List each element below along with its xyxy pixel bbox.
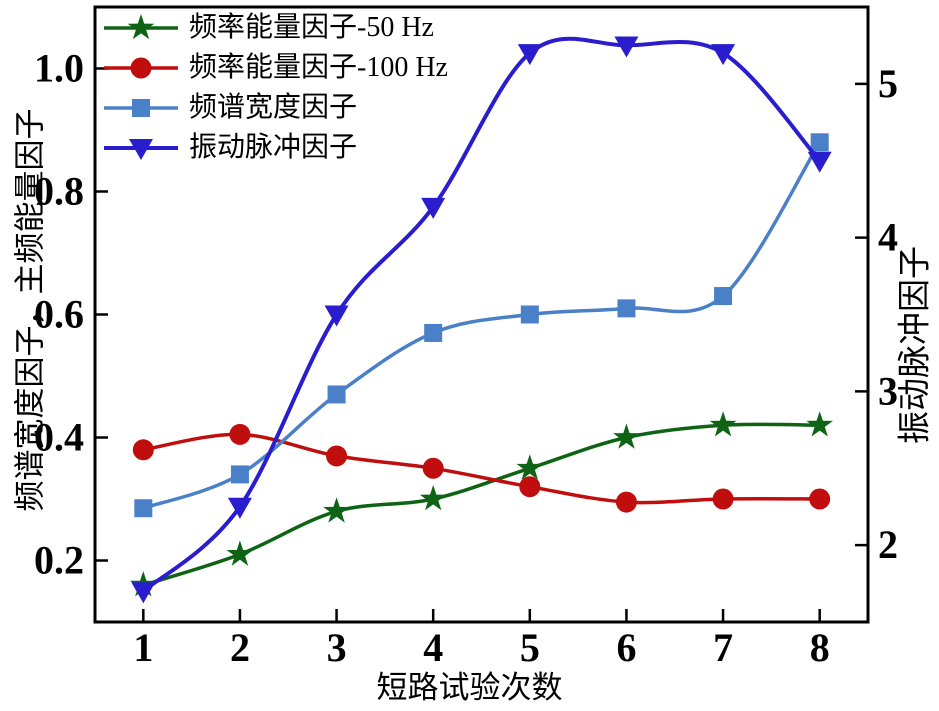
x-tick-label: 7 (713, 625, 733, 670)
star-marker (419, 485, 447, 511)
square-marker (230, 465, 249, 484)
right-y-tick-label: 4 (878, 215, 898, 260)
legend-label-50hz: 频率能量因子-50 Hz (189, 12, 434, 43)
circle-marker (132, 439, 154, 461)
x-axis-title: 短路试验次数 (376, 670, 563, 705)
square-marker (132, 99, 150, 117)
circle-marker (326, 445, 348, 467)
star-marker (127, 14, 155, 40)
right-y-tick-label: 3 (878, 368, 898, 413)
left-y-axis-title: 频谱宽度因子，主频能量因子 (12, 108, 48, 512)
x-tick-label: 1 (133, 625, 153, 670)
circle-marker (809, 488, 831, 510)
triangle-down-marker (807, 151, 832, 173)
legend-label-vibration-pulse: 振动脉冲因子 (189, 132, 358, 163)
square-marker (327, 385, 346, 404)
square-marker (424, 323, 443, 342)
series-line-3 (141, 36, 822, 594)
square-marker (714, 287, 733, 306)
circle-marker (615, 491, 637, 513)
x-tick-label: 6 (616, 625, 636, 670)
star-marker (226, 540, 254, 566)
triangle-down-marker (517, 44, 542, 66)
star-marker (323, 497, 350, 523)
legend-item-spectrum-width: 频谱宽度因子 (101, 88, 448, 128)
left-y-tick-label: 0.6 (34, 292, 84, 337)
legend-sample-circle (104, 57, 178, 79)
legend-item-50hz: 频率能量因子-50 Hz (101, 8, 448, 48)
legend-label-100hz: 频率能量因子-100 Hz (189, 52, 448, 83)
circle-marker (130, 57, 152, 79)
star-marker (806, 411, 833, 437)
legend-sample-triangle (104, 139, 178, 160)
x-tick-label: 8 (810, 625, 830, 670)
x-tick-label: 4 (423, 625, 443, 670)
star-marker (709, 411, 737, 437)
star-marker (516, 454, 544, 480)
series-line-2 (141, 140, 822, 510)
x-tick-label: 3 (327, 625, 347, 670)
star-marker (613, 423, 640, 449)
legend-item-100hz: 频率能量因子-100 Hz (101, 48, 448, 88)
triangle-down-marker (421, 197, 446, 219)
right-y-tick-label: 2 (878, 522, 898, 567)
x-tick-label: 5 (520, 625, 540, 670)
circle-marker (519, 476, 541, 498)
square-marker (520, 305, 539, 324)
left-y-tick-label: 0.8 (34, 169, 84, 214)
legend-item-vibration-pulse: 振动脉冲因子 (101, 128, 448, 168)
left-y-tick-label: 1.0 (34, 46, 84, 91)
right-y-tick-label: 5 (878, 61, 898, 106)
triangle-down-marker (131, 582, 156, 604)
left-y-tick-label: 0.2 (34, 538, 84, 583)
circle-marker (229, 423, 251, 445)
x-tick-label: 2 (230, 625, 250, 670)
square-marker (810, 133, 829, 152)
triangle-down-marker (129, 139, 153, 160)
square-marker (617, 299, 636, 318)
triangle-down-marker (711, 44, 736, 66)
triangle-down-marker (227, 497, 252, 519)
circle-marker (422, 457, 444, 479)
right-y-axis-title: 振动脉冲因子 (897, 246, 934, 444)
triangle-down-marker (614, 36, 639, 58)
legend-sample-square (104, 99, 178, 117)
triangle-down-marker (324, 305, 349, 327)
square-marker (134, 499, 153, 518)
circle-marker (712, 488, 734, 510)
legend-label-spectrum-width: 频谱宽度因子 (189, 92, 358, 123)
legend-sample-star (104, 14, 178, 40)
chart-legend: 频率能量因子-50 Hz 频率能量因子-100 Hz 频谱宽度因子 振动脉冲因子 (101, 8, 448, 168)
left-y-tick-label: 0.4 (34, 415, 84, 460)
